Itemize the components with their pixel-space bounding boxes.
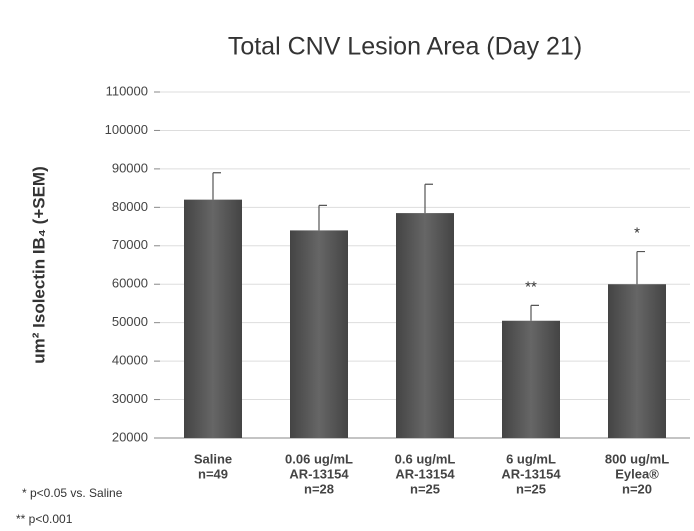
annotation: *: [634, 225, 640, 242]
x-tick-label: 6 ug/mL: [506, 451, 556, 466]
y-tick-label: 80000: [112, 199, 148, 214]
x-tick-label: 0.06 ug/mL: [285, 451, 353, 466]
error-bar: [318, 204, 327, 231]
error-bar: [212, 172, 221, 200]
x-tick-label: n=25: [410, 481, 440, 496]
bar: [396, 213, 454, 438]
y-tick-label: 110000: [106, 83, 148, 98]
y-tick-label: 100000: [105, 122, 148, 137]
x-tick-label: AR-13154: [395, 466, 455, 481]
y-tick-label: 60000: [112, 276, 148, 291]
error-bar: [636, 250, 645, 285]
y-tick-label: 30000: [112, 391, 148, 406]
y-tick-label: 40000: [112, 353, 148, 368]
footnote: * p<0.05 vs. Saline: [22, 486, 123, 500]
x-tick-label: AR-13154: [501, 466, 561, 481]
y-tick-label: 20000: [112, 429, 148, 444]
x-tick-label: n=25: [516, 481, 546, 496]
x-tick-label: AR-13154: [289, 466, 349, 481]
y-tick-label: 50000: [112, 314, 148, 329]
annotation: **: [525, 278, 537, 295]
y-axis-label: um² Isolectin IB₄ (+SEM): [29, 166, 48, 363]
bar: [290, 230, 348, 438]
bar: [184, 199, 242, 438]
x-tick-label: n=49: [198, 466, 228, 481]
error-bar: [424, 183, 433, 214]
x-tick-label: 800 ug/mL: [605, 451, 669, 466]
footnote: ** p<0.001: [16, 512, 73, 526]
bar: [502, 320, 560, 438]
x-tick-label: n=28: [304, 481, 334, 496]
x-tick-label: 0.6 ug/mL: [395, 451, 456, 466]
x-tick-label: n=20: [622, 481, 652, 496]
y-tick-label: 90000: [112, 160, 148, 175]
y-tick-label: 70000: [112, 237, 148, 252]
error-bar: [530, 304, 539, 321]
x-tick-label: Eylea®: [615, 466, 659, 481]
bar: [608, 284, 666, 438]
chart-title: Total CNV Lesion Area (Day 21): [228, 33, 582, 61]
x-tick-label: Saline: [194, 451, 232, 466]
